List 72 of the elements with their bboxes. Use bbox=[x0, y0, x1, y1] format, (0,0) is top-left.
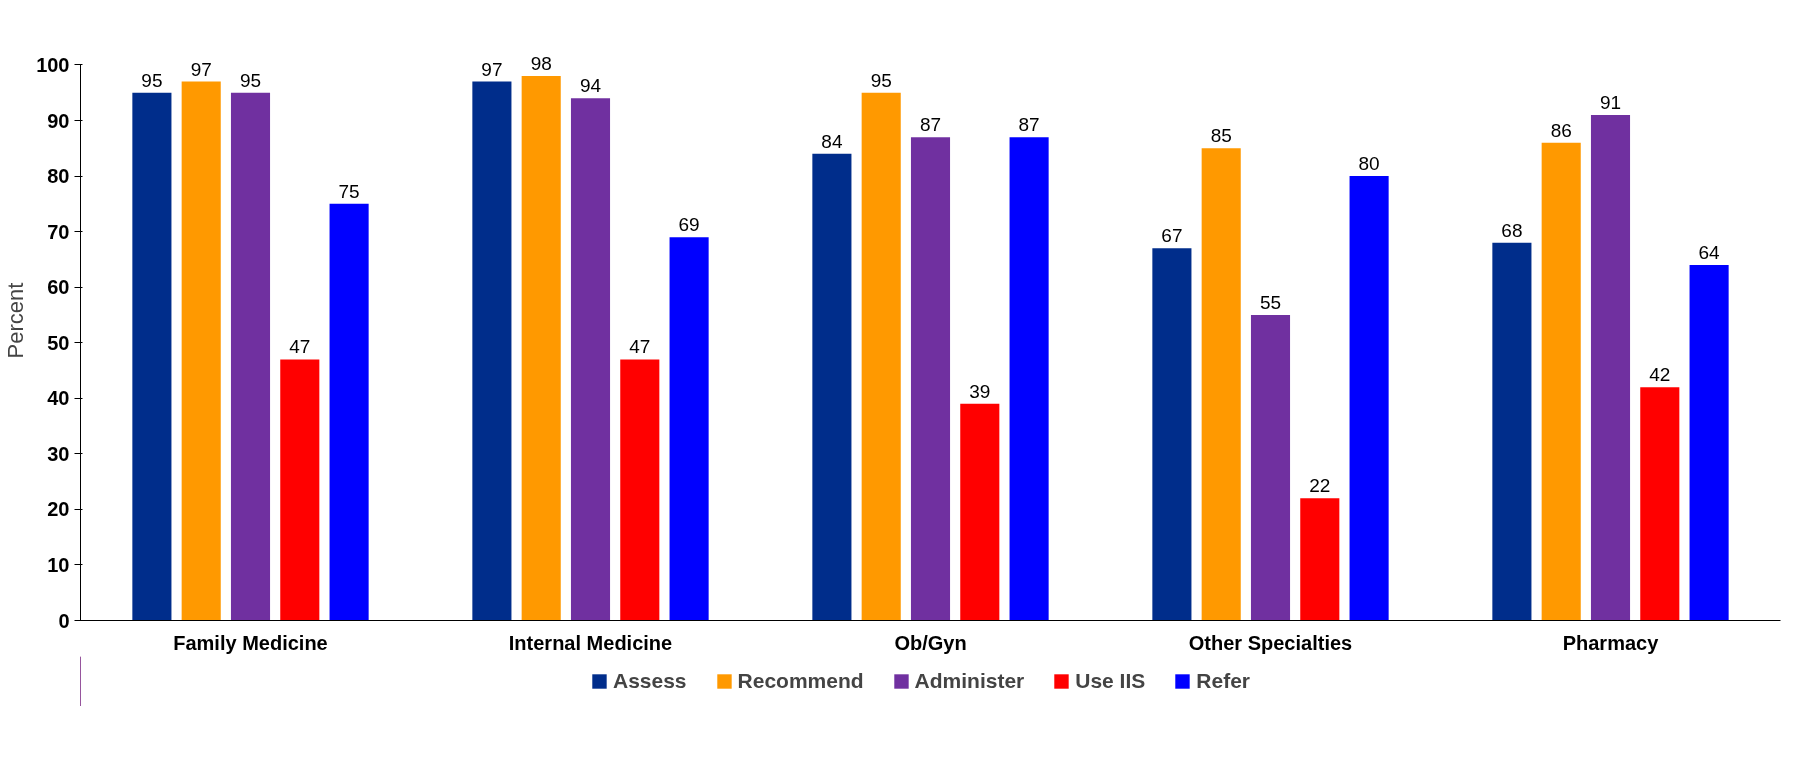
y-tick-label: 70 bbox=[47, 220, 70, 243]
data-label: 97 bbox=[190, 58, 212, 80]
legend-label: Refer bbox=[1196, 669, 1251, 693]
bar bbox=[669, 237, 709, 621]
data-label: 64 bbox=[1698, 241, 1721, 263]
y-tick-label: 90 bbox=[47, 109, 70, 132]
x-tick-label: Pharmacy bbox=[1562, 631, 1660, 654]
legend-label: Assess bbox=[612, 669, 687, 693]
data-label: 94 bbox=[579, 75, 602, 97]
bar bbox=[1590, 114, 1631, 621]
data-label: 22 bbox=[1309, 475, 1331, 497]
data-label: 67 bbox=[1161, 225, 1183, 247]
legend-label: Use IIS bbox=[1075, 669, 1146, 693]
data-label: 95 bbox=[239, 69, 262, 91]
data-label: 75 bbox=[338, 180, 360, 202]
y-tick-label: 30 bbox=[47, 442, 70, 465]
bar bbox=[230, 92, 271, 621]
data-label: 87 bbox=[1018, 114, 1040, 136]
data-label: 97 bbox=[481, 58, 503, 80]
data-label: 55 bbox=[1259, 291, 1282, 313]
x-tick-label: Internal Medicine bbox=[508, 631, 673, 654]
bar bbox=[1152, 248, 1192, 621]
bar bbox=[1250, 314, 1291, 621]
bar bbox=[1201, 148, 1241, 621]
bar bbox=[1492, 242, 1532, 621]
bar bbox=[472, 81, 512, 621]
bar bbox=[812, 153, 852, 621]
bar bbox=[1009, 137, 1049, 621]
y-axis-title: Percent bbox=[3, 282, 29, 359]
data-label: 85 bbox=[1210, 125, 1232, 147]
bar bbox=[861, 92, 901, 621]
data-label: 39 bbox=[969, 380, 991, 402]
y-tick-label: 80 bbox=[47, 165, 70, 188]
y-tick-label: 60 bbox=[47, 276, 70, 299]
y-tick-label: 10 bbox=[47, 553, 70, 576]
bar bbox=[570, 98, 611, 621]
bar bbox=[1349, 176, 1389, 621]
data-label: 68 bbox=[1501, 219, 1523, 241]
y-tick-label: 50 bbox=[47, 331, 70, 354]
bar bbox=[181, 81, 221, 621]
legend-label: Recommend bbox=[737, 669, 864, 693]
data-label: 95 bbox=[870, 69, 892, 91]
y-tick-label: 20 bbox=[47, 498, 70, 521]
data-label: 87 bbox=[919, 114, 942, 136]
data-label: 80 bbox=[1358, 153, 1380, 175]
data-label: 91 bbox=[1599, 91, 1622, 113]
data-label: 95 bbox=[141, 69, 163, 91]
y-tick-label: 0 bbox=[58, 609, 70, 632]
bar bbox=[132, 92, 172, 621]
bar bbox=[1640, 387, 1680, 621]
data-label: 42 bbox=[1649, 364, 1671, 386]
bar bbox=[521, 76, 561, 621]
bar bbox=[280, 359, 320, 621]
bar bbox=[329, 203, 369, 621]
bar bbox=[1541, 142, 1581, 621]
data-label: 98 bbox=[530, 53, 552, 75]
bar bbox=[910, 137, 951, 621]
bar bbox=[960, 403, 1000, 621]
bar bbox=[1689, 264, 1729, 621]
y-tick-label: 100 bbox=[36, 53, 70, 76]
bar bbox=[620, 359, 660, 621]
data-label: 84 bbox=[821, 130, 843, 152]
x-tick-label: Ob/Gyn bbox=[894, 631, 967, 654]
data-label: 47 bbox=[289, 336, 311, 358]
data-label: 47 bbox=[629, 336, 651, 358]
y-tick-label: 40 bbox=[47, 387, 70, 410]
bar bbox=[1300, 498, 1340, 621]
data-label: 86 bbox=[1550, 119, 1572, 141]
data-label: 69 bbox=[678, 214, 700, 236]
legend-label: Administer bbox=[914, 669, 1025, 693]
x-tick-label: Other Specialties bbox=[1188, 631, 1353, 654]
x-tick-label: Family Medicine bbox=[173, 631, 328, 654]
